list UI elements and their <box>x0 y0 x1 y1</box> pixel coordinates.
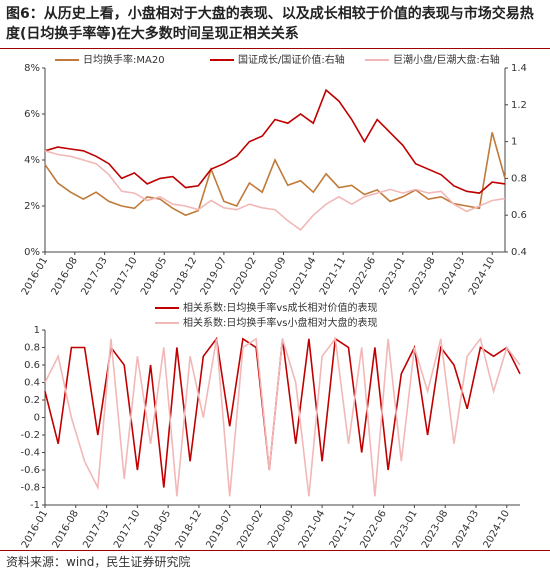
legend-label: 巨潮小盘/巨潮大盘:右轴 <box>393 53 500 66</box>
rule <box>0 550 550 551</box>
x-tick-label: 2019-07 <box>204 509 234 551</box>
legend-label: 国证成长/国证价值:右轴 <box>238 53 345 66</box>
y-tick-label: 0.8 <box>24 343 40 354</box>
x-tick-label: 2024-03 <box>437 256 467 298</box>
y2-tick-label: 0.4 <box>511 247 527 258</box>
x-tick-label: 2023-01 <box>378 256 408 298</box>
x-tick-label: 2021-04 <box>297 509 327 551</box>
y-tick-label: 0% <box>24 247 40 258</box>
x-tick-label: 2017-10 <box>109 256 139 298</box>
y2-tick-label: 1.2 <box>511 100 527 111</box>
source: 资料来源：wind，民生证券研究院 <box>6 555 191 569</box>
y2-tick-label: 0.8 <box>511 173 527 184</box>
x-tick-label: 2020-09 <box>266 509 296 551</box>
series-line <box>44 88 506 194</box>
y-tick-label: 2% <box>24 201 40 212</box>
y-tick-label: 0.2 <box>24 395 40 406</box>
x-tick-label: 2019-07 <box>199 256 229 298</box>
y2-tick-label: 1.4 <box>511 63 527 74</box>
y-tick-label: 6% <box>24 109 40 120</box>
x-tick-label: 2018-05 <box>143 509 173 551</box>
y-tick-label: -0.2 <box>20 430 40 441</box>
y-tick-label: 0.4 <box>24 378 40 389</box>
x-tick-label: 2016-01 <box>20 509 50 551</box>
legend-label: 日均换手率:MA20 <box>83 53 165 66</box>
legend-label: 相关系数:日均换手率vs小盘相对大盘的表现 <box>183 316 378 329</box>
x-tick-label: 2023-08 <box>420 509 450 551</box>
x-tick-label: 2018-05 <box>139 256 169 298</box>
x-tick-label: 2023-08 <box>407 256 437 298</box>
x-tick-label: 2020-09 <box>258 256 288 298</box>
x-tick-label: 2022-06 <box>348 256 378 298</box>
y-tick-label: 8% <box>24 63 40 74</box>
x-tick-label: 2016-08 <box>51 509 81 551</box>
x-tick-label: 2017-03 <box>79 256 109 298</box>
x-tick-label: 2024-10 <box>467 256 497 298</box>
x-tick-label: 2018-12 <box>174 509 204 551</box>
y2-tick-label: 0.6 <box>511 210 527 221</box>
series-line <box>44 336 521 488</box>
series-line <box>44 150 506 231</box>
y-tick-label: 4% <box>24 155 40 166</box>
y-tick-label: 0 <box>34 413 40 424</box>
y-tick-label: -0.4 <box>20 448 40 459</box>
y-tick-label: 1 <box>34 325 40 336</box>
x-tick-label: 2017-10 <box>112 509 142 551</box>
rule <box>0 48 550 49</box>
y-tick-label: 0.6 <box>24 360 40 371</box>
x-tick-label: 2023-01 <box>389 509 419 551</box>
series-line <box>44 336 521 497</box>
y-tick-label: -1 <box>30 500 40 511</box>
x-tick-label: 2020-02 <box>228 256 258 298</box>
series-line <box>44 132 506 217</box>
y-tick-label: -0.6 <box>20 465 40 476</box>
legend-label: 相关系数:日均换手率vs成长相对价值的表现 <box>183 301 378 314</box>
x-tick-label: 2022-06 <box>358 509 388 551</box>
x-tick-label: 2018-12 <box>169 256 199 298</box>
x-tick-label: 2016-01 <box>20 256 50 298</box>
x-tick-label: 2021-11 <box>318 256 348 298</box>
y2-tick-label: 1 <box>511 137 517 148</box>
x-tick-label: 2024-10 <box>482 509 512 551</box>
x-tick-label: 2020-02 <box>235 509 265 551</box>
x-tick-label: 2016-08 <box>50 256 80 298</box>
y-tick-label: -0.8 <box>20 483 40 494</box>
x-tick-label: 2024-03 <box>451 509 481 550</box>
x-tick-label: 2021-11 <box>328 509 358 551</box>
title: 图6：从历史上看，小盘相对于大盘的表现、以及成长相较于价值的表现与市场交易热度(… <box>6 6 534 42</box>
x-tick-label: 2017-03 <box>81 509 111 551</box>
x-tick-label: 2021-04 <box>288 256 318 298</box>
